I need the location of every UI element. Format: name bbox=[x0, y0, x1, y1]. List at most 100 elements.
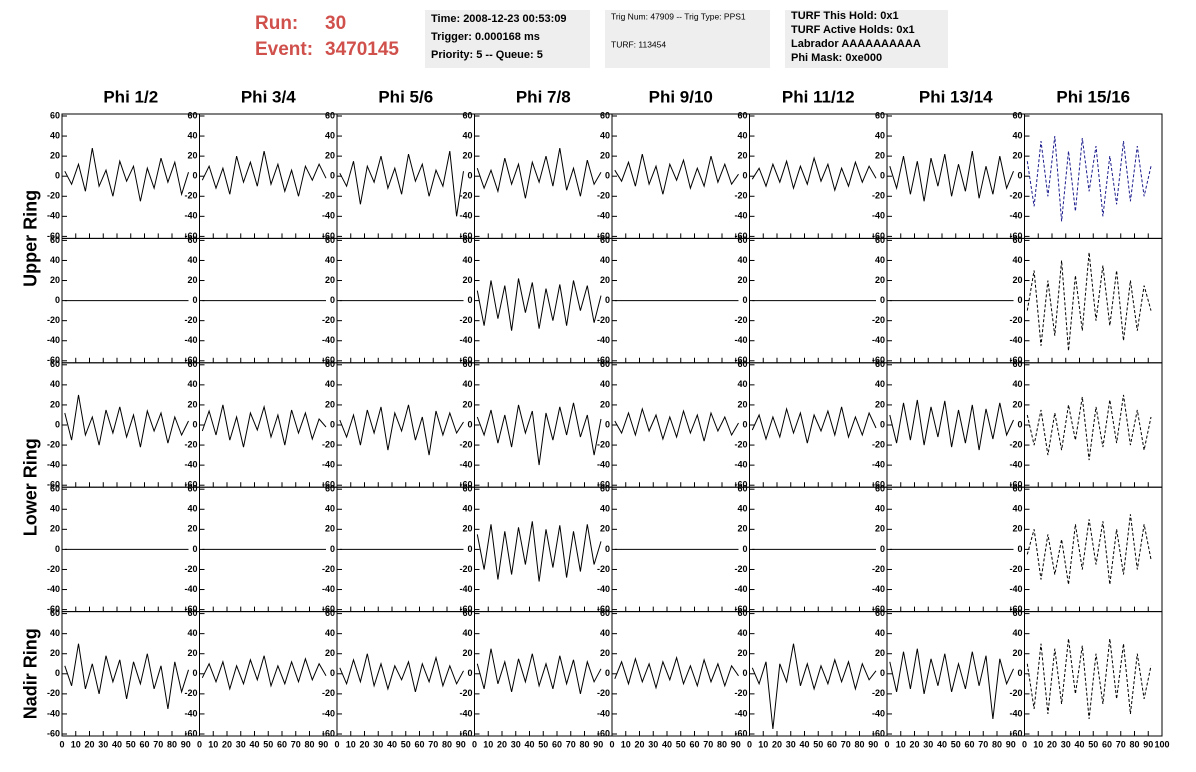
y-tick-label: 60 bbox=[600, 359, 610, 369]
y-tick-label: 60 bbox=[187, 110, 197, 120]
y-tick-label: 40 bbox=[50, 504, 60, 514]
y-tick-label: -60 bbox=[872, 604, 885, 614]
x-tick-label: 70 bbox=[1116, 739, 1126, 749]
y-tick-label: -60 bbox=[184, 231, 197, 241]
y-tick-label: -60 bbox=[322, 355, 335, 365]
y-tick-label: 40 bbox=[600, 255, 610, 265]
y-tick-label: 40 bbox=[187, 130, 197, 140]
x-tick-label: 70 bbox=[291, 739, 301, 749]
y-tick-label: -60 bbox=[734, 355, 747, 365]
y-tick-label: -40 bbox=[872, 335, 885, 345]
x-tick-label: 90 bbox=[868, 739, 878, 749]
y-tick-label: 0 bbox=[192, 295, 197, 305]
y-tick-label: -20 bbox=[1009, 315, 1022, 325]
waveform bbox=[1026, 394, 1152, 461]
x-tick-label: 20 bbox=[222, 739, 232, 749]
y-tick-label: -20 bbox=[459, 439, 472, 449]
y-tick-label: 60 bbox=[50, 110, 60, 120]
y-tick-label: 40 bbox=[325, 379, 335, 389]
y-tick-label: -20 bbox=[734, 688, 747, 698]
y-tick-label: 40 bbox=[462, 628, 472, 638]
y-tick-label: -40 bbox=[184, 460, 197, 470]
y-tick-label: 0 bbox=[55, 419, 60, 429]
y-tick-label: 40 bbox=[737, 255, 747, 265]
y-tick-label: -20 bbox=[322, 688, 335, 698]
y-tick-label: 0 bbox=[330, 171, 335, 181]
y-tick-label: 20 bbox=[737, 399, 747, 409]
x-tick-label: 60 bbox=[827, 739, 837, 749]
y-tick-label: -60 bbox=[734, 231, 747, 241]
x-tick-label: 20 bbox=[497, 739, 507, 749]
y-tick-label: 60 bbox=[187, 608, 197, 618]
waveform bbox=[889, 399, 1014, 451]
x-tick-label: 60 bbox=[964, 739, 974, 749]
x-tick-label: 0 bbox=[747, 739, 752, 749]
x-tick-label: 80 bbox=[717, 739, 727, 749]
x-tick-label: 50 bbox=[263, 739, 273, 749]
y-tick-label: -40 bbox=[47, 211, 60, 221]
y-tick-label: 20 bbox=[1012, 275, 1022, 285]
x-tick-label: 30 bbox=[923, 739, 933, 749]
y-tick-label: -40 bbox=[734, 584, 747, 594]
y-tick-label: -40 bbox=[459, 211, 472, 221]
y-tick-label: 20 bbox=[737, 151, 747, 161]
waveform bbox=[1026, 638, 1152, 720]
x-tick-label: 70 bbox=[841, 739, 851, 749]
x-tick-label: 30 bbox=[98, 739, 108, 749]
y-tick-label: 60 bbox=[875, 110, 885, 120]
y-tick-label: 60 bbox=[462, 110, 472, 120]
waveform bbox=[201, 150, 327, 197]
y-tick-label: 20 bbox=[325, 151, 335, 161]
y-tick-label: 40 bbox=[325, 130, 335, 140]
y-tick-label: 20 bbox=[1012, 151, 1022, 161]
y-tick-label: 0 bbox=[330, 295, 335, 305]
y-tick-label: 20 bbox=[325, 275, 335, 285]
y-tick-label: 60 bbox=[875, 484, 885, 494]
y-tick-label: 60 bbox=[462, 235, 472, 245]
y-tick-label: -40 bbox=[597, 211, 610, 221]
x-tick-label: 70 bbox=[428, 739, 438, 749]
y-tick-label: -60 bbox=[47, 604, 60, 614]
y-tick-label: -40 bbox=[597, 335, 610, 345]
y-tick-label: 40 bbox=[462, 130, 472, 140]
y-tick-label: -60 bbox=[184, 480, 197, 490]
y-tick-label: 0 bbox=[330, 419, 335, 429]
y-tick-label: 0 bbox=[55, 544, 60, 554]
y-tick-label: -60 bbox=[872, 480, 885, 490]
y-tick-label: -60 bbox=[184, 604, 197, 614]
y-tick-label: 0 bbox=[605, 171, 610, 181]
x-tick-label: 60 bbox=[277, 739, 287, 749]
y-tick-label: -60 bbox=[184, 355, 197, 365]
y-tick-label: 40 bbox=[600, 130, 610, 140]
y-tick-label: -20 bbox=[734, 315, 747, 325]
y-tick-label: 0 bbox=[742, 544, 747, 554]
panel-frame bbox=[336, 113, 475, 239]
y-tick-label: 40 bbox=[875, 628, 885, 638]
y-tick-label: 60 bbox=[600, 608, 610, 618]
y-tick-label: -40 bbox=[47, 708, 60, 718]
y-tick-label: 40 bbox=[187, 504, 197, 514]
y-tick-label: 40 bbox=[875, 504, 885, 514]
y-tick-label: -40 bbox=[597, 708, 610, 718]
y-tick-label: 40 bbox=[737, 379, 747, 389]
y-tick-label: 20 bbox=[187, 399, 197, 409]
y-tick-label: -60 bbox=[597, 604, 610, 614]
y-tick-label: 20 bbox=[875, 524, 885, 534]
y-tick-label: -60 bbox=[734, 480, 747, 490]
x-tick-label: 50 bbox=[676, 739, 686, 749]
x-tick-label: 20 bbox=[1047, 739, 1057, 749]
y-tick-label: 60 bbox=[1012, 235, 1022, 245]
x-tick-label: 20 bbox=[634, 739, 644, 749]
y-tick-label: -40 bbox=[47, 335, 60, 345]
y-tick-label: 20 bbox=[875, 648, 885, 658]
x-tick-label: 60 bbox=[689, 739, 699, 749]
column-title: Phi 5/6 bbox=[378, 87, 433, 106]
y-tick-label: -40 bbox=[47, 584, 60, 594]
x-tick-label: 20 bbox=[772, 739, 782, 749]
y-tick-label: -40 bbox=[459, 335, 472, 345]
y-tick-label: 0 bbox=[55, 668, 60, 678]
x-tick-label: 90 bbox=[1006, 739, 1016, 749]
y-tick-label: 0 bbox=[605, 419, 610, 429]
run-number: 30 bbox=[325, 13, 346, 34]
y-tick-label: -20 bbox=[47, 688, 60, 698]
